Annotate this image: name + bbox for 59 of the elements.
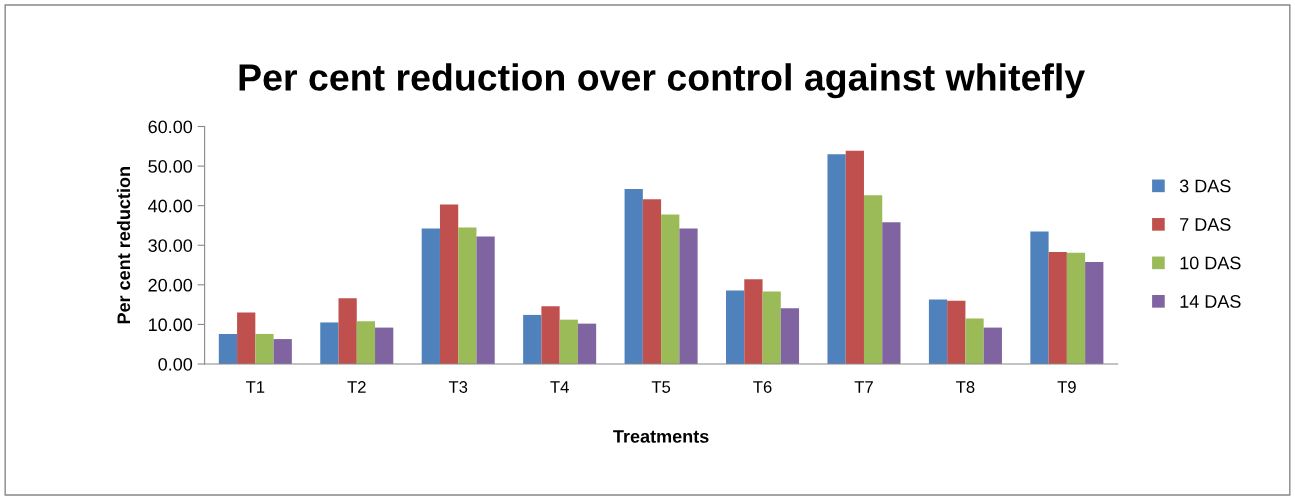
y-tick-label: 10.00 [149, 318, 193, 332]
bar [421, 228, 440, 364]
bar [476, 236, 495, 364]
bar [928, 299, 948, 364]
bar [983, 327, 1002, 364]
bar [338, 298, 357, 364]
bar [845, 150, 864, 364]
y-tick-label: 40.00 [148, 199, 193, 213]
bar [762, 291, 781, 364]
x-tick-label: T8 [956, 381, 975, 393]
bar [726, 290, 745, 364]
bar [624, 189, 643, 364]
bar [827, 154, 846, 364]
bar [559, 319, 578, 364]
legend-label: 14 DAS [1180, 295, 1241, 308]
bar [642, 199, 662, 364]
bar [661, 214, 680, 364]
bar [1066, 252, 1086, 364]
y-tick-label: 30.00 [148, 239, 193, 252]
bar [356, 321, 376, 364]
bar [965, 318, 984, 364]
legend-label: 3 DAS [1179, 179, 1231, 193]
x-tick-label: T1 [245, 381, 265, 393]
y-tick-label: 20.00 [148, 278, 193, 292]
bar [679, 228, 698, 364]
y-tick-label: 0.00 [158, 357, 193, 371]
x-tick-label: T6 [753, 381, 772, 393]
bar [523, 314, 542, 364]
bar [863, 195, 883, 364]
x-tick-label: T9 [1057, 381, 1076, 393]
bar [1085, 261, 1104, 364]
x-tick-label: T4 [550, 381, 569, 393]
x-tick-label: T2 [347, 381, 366, 393]
bar [273, 339, 292, 364]
x-tick-label: T7 [854, 381, 873, 393]
legend-label: 10 DAS [1180, 256, 1241, 270]
y-axis-title: Per cent reduction [116, 167, 131, 324]
bar [458, 227, 477, 364]
bar [320, 322, 339, 364]
bar [882, 222, 901, 364]
bar [541, 306, 560, 364]
bar [577, 323, 597, 364]
bar [1030, 231, 1049, 364]
x-axis-title: Treatments [613, 430, 709, 443]
bar [218, 333, 238, 364]
bar [947, 300, 966, 364]
bar [439, 204, 459, 364]
x-tick-label: T3 [448, 381, 468, 393]
bar [744, 279, 763, 364]
y-tick-label: 50.00 [148, 160, 193, 173]
bar [1048, 251, 1067, 364]
bar [780, 308, 800, 364]
bar [255, 333, 274, 364]
chart-title: Per cent reduction over control against whitefly [239, 63, 1085, 99]
y-tick-label: 60.00 [148, 120, 193, 134]
legend-label: 7 DAS [1180, 218, 1231, 231]
bar [237, 312, 256, 364]
bar [375, 327, 394, 364]
x-tick-label: T5 [651, 381, 671, 393]
